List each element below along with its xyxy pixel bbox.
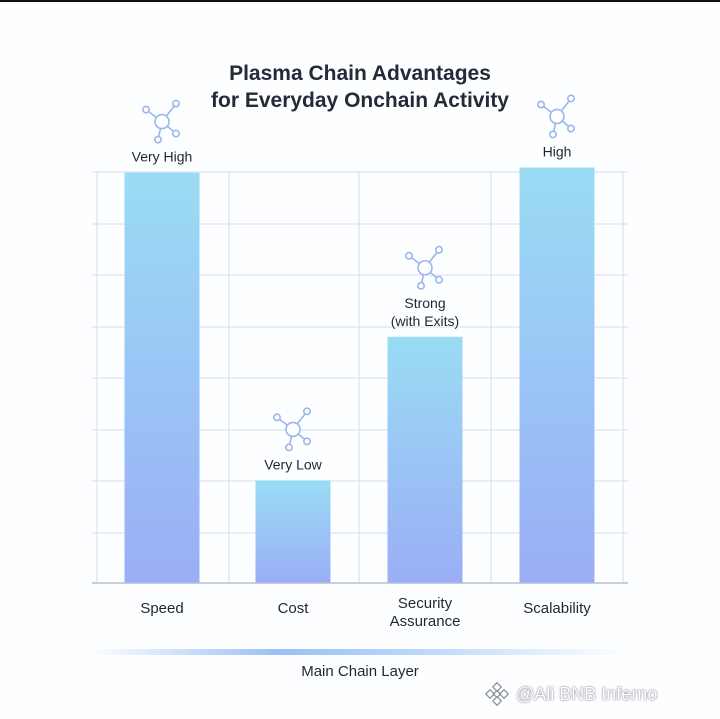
bar-value-label: Very High [132,149,193,165]
bar-security-assurance [387,336,463,583]
title-line-1: Plasma Chain Advantages [229,62,491,85]
chart-icons [142,94,575,452]
chart-labels: Very High Speed Very Low Cost Strong (with Ex… [132,143,592,630]
main-chain-bar [90,649,625,655]
chart-bars [124,167,595,583]
bar-value-label: High [543,143,572,159]
network-node-icon [272,407,311,452]
bar-cost [255,480,331,583]
bar-value-label: Very Low [264,456,322,472]
watermark: @Ali BNB Inferno [484,680,657,708]
bar-value-label: Strong [404,295,445,311]
network-node-icon [536,94,575,139]
category-label: Speed [140,600,183,617]
network-node-icon [404,245,443,290]
category-label: Cost [278,600,310,617]
bar-speed [124,172,200,583]
category-label: Scalability [523,600,591,617]
category-label: Assurance [390,613,461,630]
bar-scalability [519,167,595,583]
main-chain-label: Main Chain Layer [301,663,419,680]
bar-value-label: (with Exits) [391,313,459,329]
watermark-text: @Ali BNB Inferno [516,683,658,704]
title-line-2: for Everyday Onchain Activity [211,89,509,112]
binance-logo-icon [484,681,510,707]
top-border [0,0,720,2]
network-node-icon [142,99,181,144]
chart-title: Plasma Chain Advantages for Everyday Onc… [0,60,720,114]
category-label: Security [398,595,453,612]
